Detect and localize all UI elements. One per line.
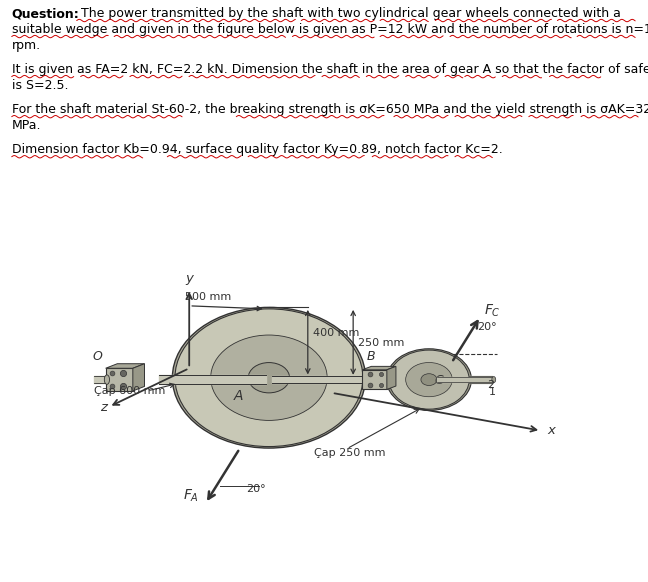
Ellipse shape (406, 363, 452, 397)
Polygon shape (362, 367, 396, 370)
Text: 250 mm: 250 mm (358, 338, 405, 348)
Text: For the shaft material St-60-2, the breaking strength is σK=650 MPa and the yiel: For the shaft material St-60-2, the brea… (12, 103, 648, 116)
Text: is S=2.5.: is S=2.5. (12, 79, 68, 92)
Text: C: C (434, 374, 443, 387)
Text: x: x (548, 424, 555, 438)
Text: 1: 1 (489, 388, 496, 398)
Text: 2: 2 (487, 380, 494, 390)
Polygon shape (387, 367, 396, 389)
Text: rpm.: rpm. (12, 39, 41, 52)
Text: y: y (185, 272, 193, 285)
Text: 500 mm: 500 mm (185, 292, 231, 301)
FancyBboxPatch shape (362, 370, 387, 389)
Text: Question:: Question: (12, 7, 80, 20)
Text: MPa.: MPa. (12, 119, 41, 132)
Text: A: A (233, 389, 243, 403)
Ellipse shape (421, 374, 437, 385)
Ellipse shape (248, 363, 290, 393)
Text: 400 mm: 400 mm (313, 328, 360, 338)
Ellipse shape (211, 335, 327, 420)
Text: Çap 600 mm: Çap 600 mm (94, 386, 165, 396)
Ellipse shape (104, 375, 110, 384)
Text: $F_C$: $F_C$ (483, 303, 500, 319)
Ellipse shape (389, 350, 469, 409)
Text: B: B (367, 350, 376, 363)
Text: It is given as FA=2 kN, FC=2.2 kN. Dimension the shaft in the area of gear A so : It is given as FA=2 kN, FC=2.2 kN. Dimen… (12, 63, 648, 76)
Text: 20°: 20° (246, 484, 266, 494)
Ellipse shape (386, 349, 472, 410)
FancyBboxPatch shape (106, 368, 133, 391)
Text: 20°: 20° (477, 322, 497, 332)
Ellipse shape (175, 309, 363, 446)
Polygon shape (106, 364, 145, 368)
Text: z: z (100, 400, 108, 414)
Text: Dimension factor Kb=0.94, surface quality factor Ky=0.89, notch factor Kc=2.: Dimension factor Kb=0.94, surface qualit… (12, 143, 502, 156)
Text: $F_A$: $F_A$ (183, 488, 199, 504)
Ellipse shape (492, 377, 496, 382)
Text: suitable wedge and given in the figure below is given as P=12 kW and the number : suitable wedge and given in the figure b… (12, 23, 648, 36)
Text: Çap 250 mm: Çap 250 mm (314, 448, 386, 459)
Ellipse shape (172, 307, 365, 448)
Polygon shape (133, 364, 145, 391)
Text: The power transmitted by the shaft with two cylindrical gear wheels connected wi: The power transmitted by the shaft with … (76, 7, 621, 20)
Text: O: O (93, 350, 102, 363)
